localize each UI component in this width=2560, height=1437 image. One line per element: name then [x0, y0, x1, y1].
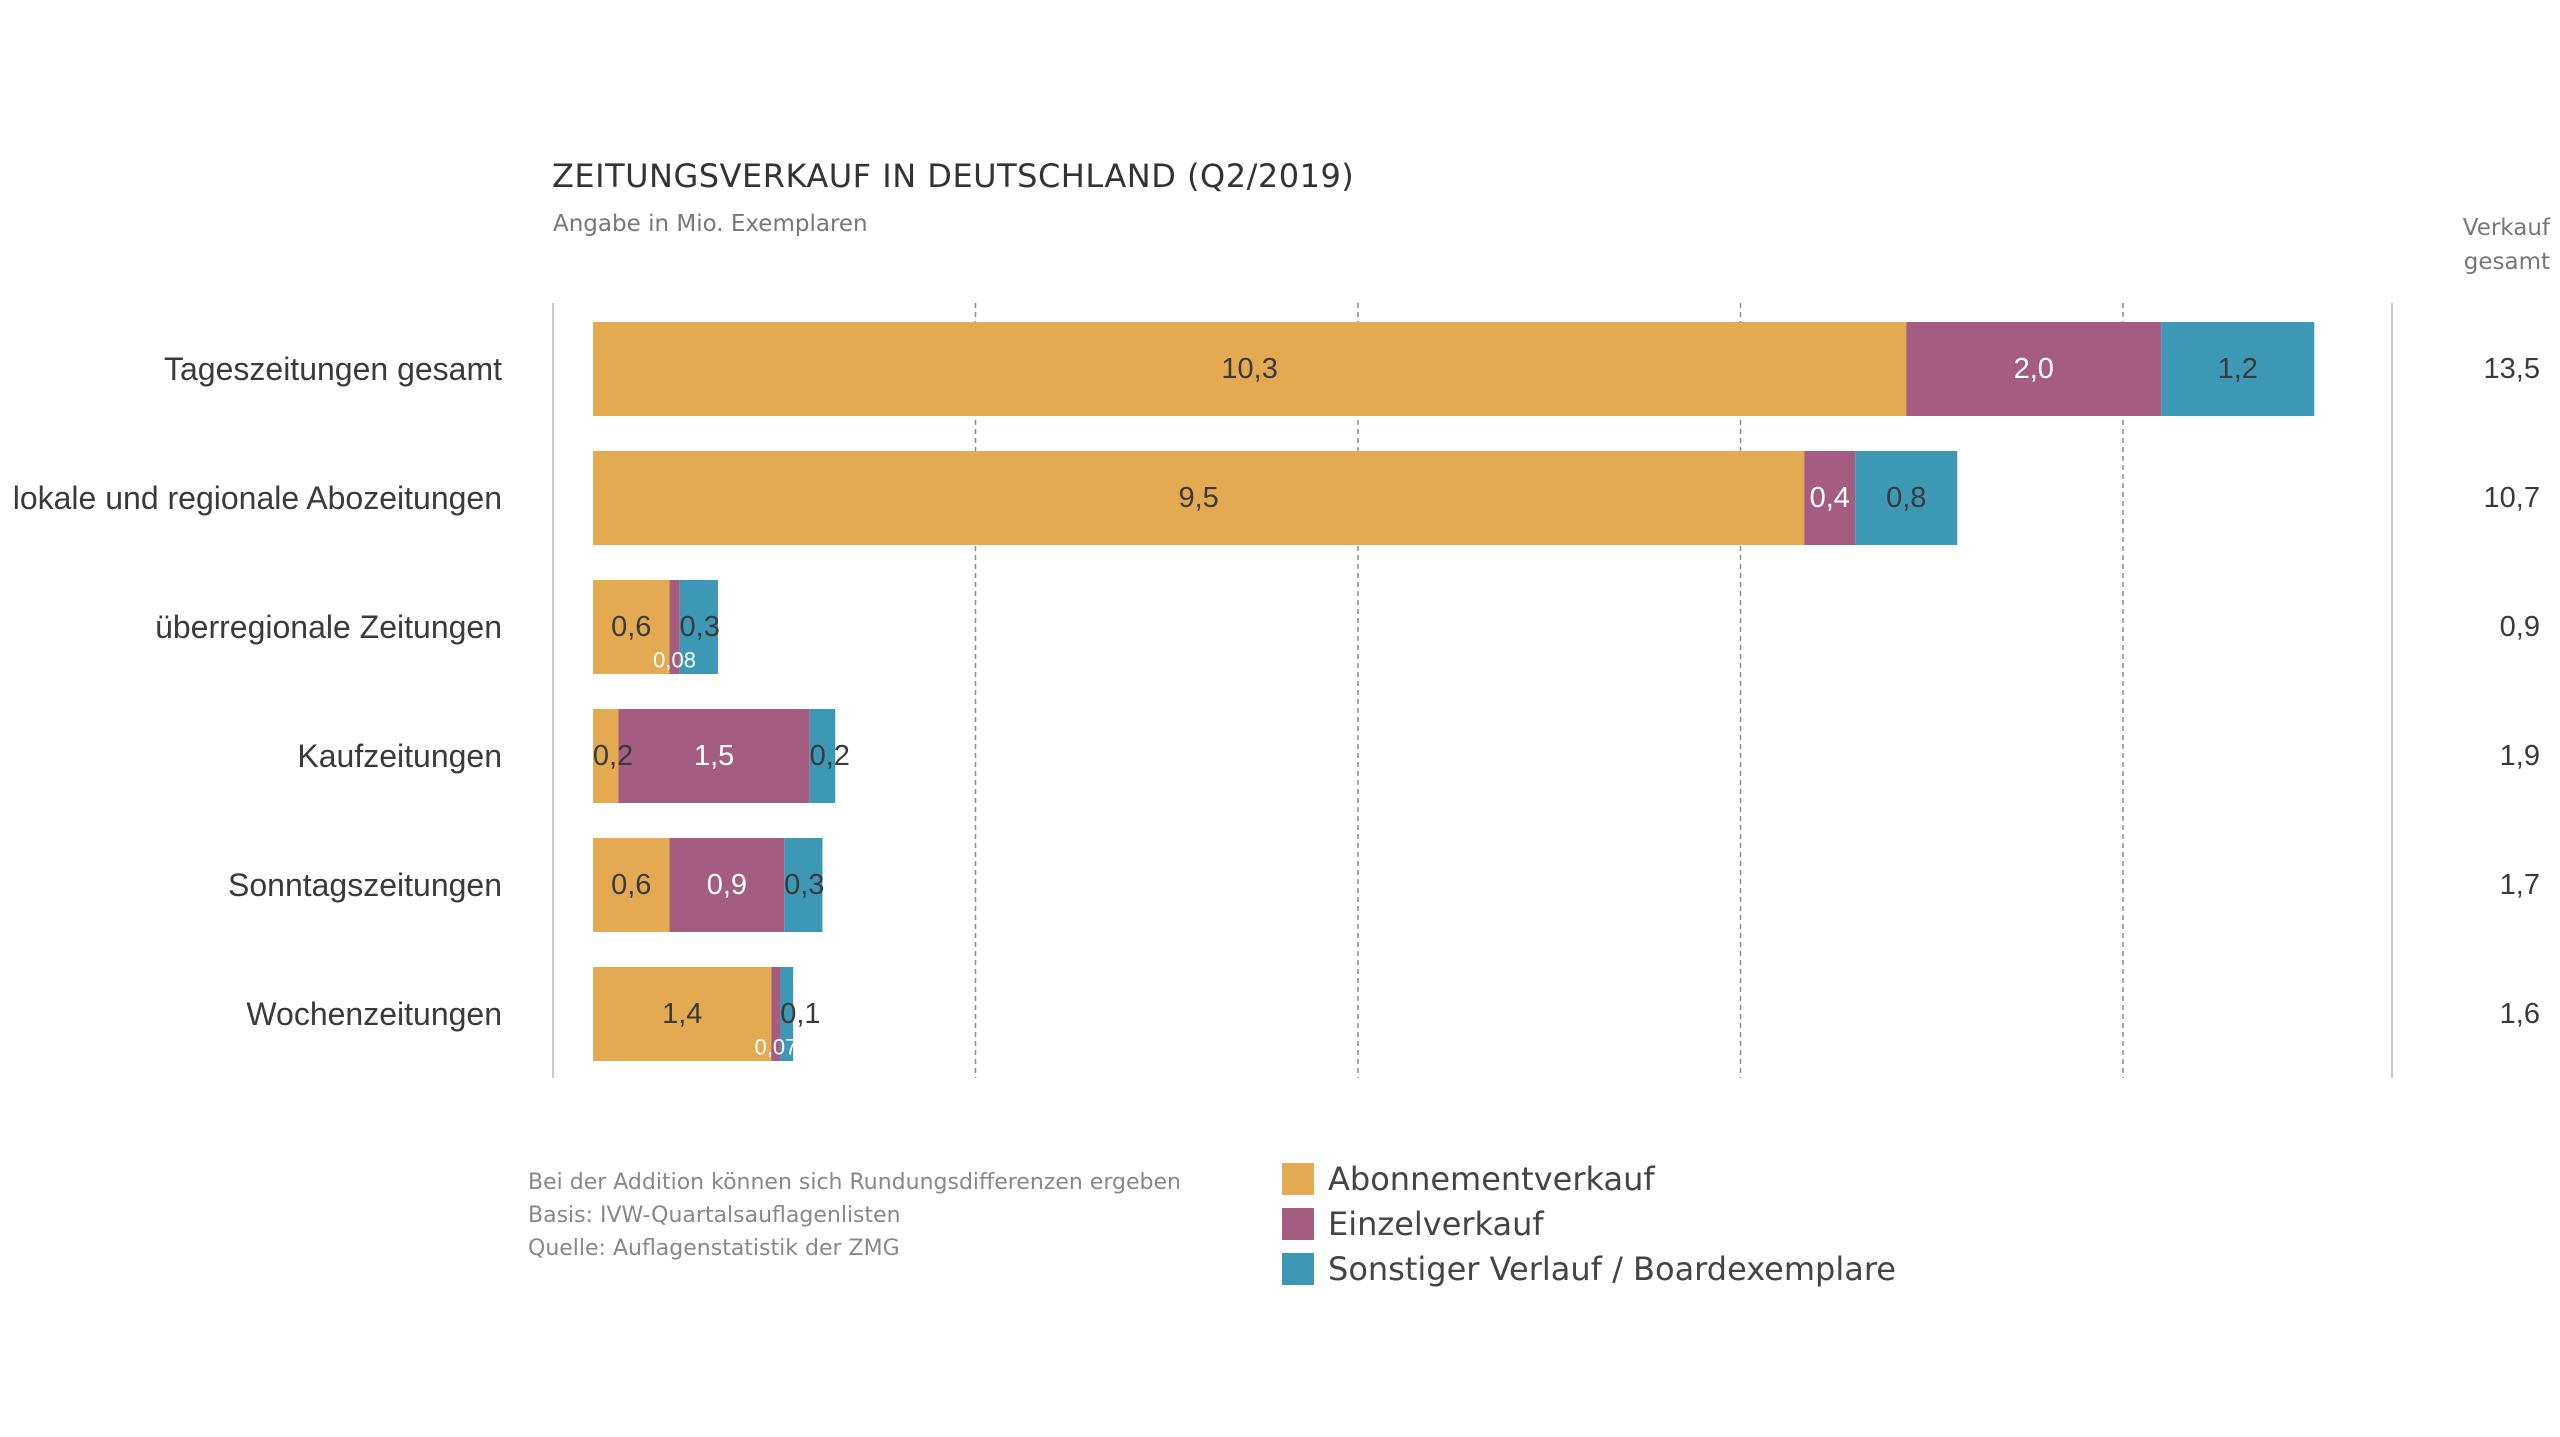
category-label: überregionale Zeitungen — [155, 609, 502, 645]
data-label-sonstig: 0,1 — [780, 998, 820, 1030]
total-value: 1,9 — [2500, 740, 2540, 772]
footnote-rounding: Bei der Addition können sich Rundungsdif… — [528, 1170, 1181, 1195]
bar-segment-abo — [593, 451, 1805, 545]
category-label: Tageszeitungen gesamt — [164, 351, 502, 387]
bar-segment-sonstig — [2161, 322, 2315, 416]
category-label: Kaufzeitungen — [297, 738, 502, 774]
footnote-source: Quelle: Auflagenstatistik der ZMG — [528, 1236, 900, 1261]
footnote-basis: Basis: IVW-Quartalsauflagenlisten — [528, 1203, 901, 1228]
category-label: Sonntagszeitungen — [228, 867, 502, 903]
bar-segment-sonstig — [780, 967, 794, 1061]
total-header-line-2: gesamt — [2463, 249, 2550, 275]
data-label-einzel: 0,07 — [755, 1035, 798, 1060]
bar-segment-abo — [593, 580, 670, 674]
total-value: 1,6 — [2500, 998, 2540, 1030]
data-label-sonstig: 1,2 — [2218, 353, 2258, 385]
total-value: 10,7 — [2484, 482, 2540, 514]
page-subtitle: Angabe in Mio. Exemplaren — [553, 211, 868, 237]
category-label: lokale und regionale Abozeitungen — [13, 480, 502, 516]
data-label-einzel: 0,4 — [1810, 482, 1850, 514]
data-label-einzel: 0,9 — [707, 869, 747, 901]
category-label: Wochenzeitungen — [246, 996, 502, 1032]
data-label-abo: 1,4 — [662, 998, 702, 1030]
bar-segment-einzel — [1804, 451, 1856, 545]
data-label-einzel: 1,5 — [694, 740, 734, 772]
legend-swatch-sonstig — [1282, 1252, 1314, 1285]
total-value: 13,5 — [2484, 353, 2540, 385]
legend-swatch-einzel — [1282, 1207, 1314, 1240]
data-label-einzel: 0,08 — [653, 648, 696, 673]
data-label-abo: 0,6 — [611, 869, 651, 901]
data-label-abo: 10,3 — [1221, 353, 1277, 385]
legend-item-einzel: Einzelverkauf — [1282, 1201, 1896, 1246]
bar-segment-abo — [593, 838, 670, 932]
legend-label-abo: Abonnementverkauf — [1328, 1159, 1655, 1198]
data-label-abo: 9,5 — [1178, 482, 1218, 514]
bar-segment-sonstig — [679, 580, 718, 674]
total-header-line-1: Verkauf — [2462, 215, 2550, 241]
legend-item-sonstig: Sonstiger Verlauf / Boardexemplare — [1282, 1246, 1896, 1291]
bar-segment-abo — [593, 709, 619, 803]
bar-segment-sonstig — [1855, 451, 1958, 545]
bar-segment-sonstig — [784, 838, 823, 932]
legend: Abonnementverkauf Einzelverkauf Sonstige… — [1282, 1156, 1896, 1291]
bar-segment-einzel — [669, 580, 680, 674]
bar-segment-abo — [593, 967, 772, 1061]
data-label-sonstig: 0,3 — [784, 869, 824, 901]
legend-swatch-abo — [1282, 1162, 1314, 1195]
legend-label-einzel: Einzelverkauf — [1328, 1204, 1544, 1243]
footnotes: Bei der Addition können sich Rundungsdif… — [528, 1166, 1181, 1265]
data-label-sonstig: 0,8 — [1886, 482, 1926, 514]
page-title: ZEITUNGSVERKAUF IN DEUTSCHLAND (Q2/2019) — [552, 157, 1355, 195]
bar-segment-einzel — [618, 709, 810, 803]
bar-segment-sonstig — [809, 709, 836, 803]
bar-segment-einzel — [669, 838, 785, 932]
bar-segment-einzel — [1906, 322, 2162, 416]
total-value: 1,7 — [2500, 869, 2540, 901]
data-label-abo: 0,6 — [611, 611, 651, 643]
legend-item-abo: Abonnementverkauf — [1282, 1156, 1896, 1201]
data-label-sonstig: 0,2 — [810, 740, 850, 772]
data-label-einzel: 2,0 — [2014, 353, 2054, 385]
legend-label-sonstig: Sonstiger Verlauf / Boardexemplare — [1328, 1249, 1896, 1288]
total-value: 0,9 — [2500, 611, 2540, 643]
data-label-abo: 0,2 — [593, 740, 633, 772]
bar-segment-einzel — [771, 967, 781, 1061]
total-header: Verkauf gesamt — [2440, 211, 2550, 279]
bar-segment-abo — [593, 322, 1907, 416]
data-label-sonstig: 0,3 — [680, 611, 720, 643]
